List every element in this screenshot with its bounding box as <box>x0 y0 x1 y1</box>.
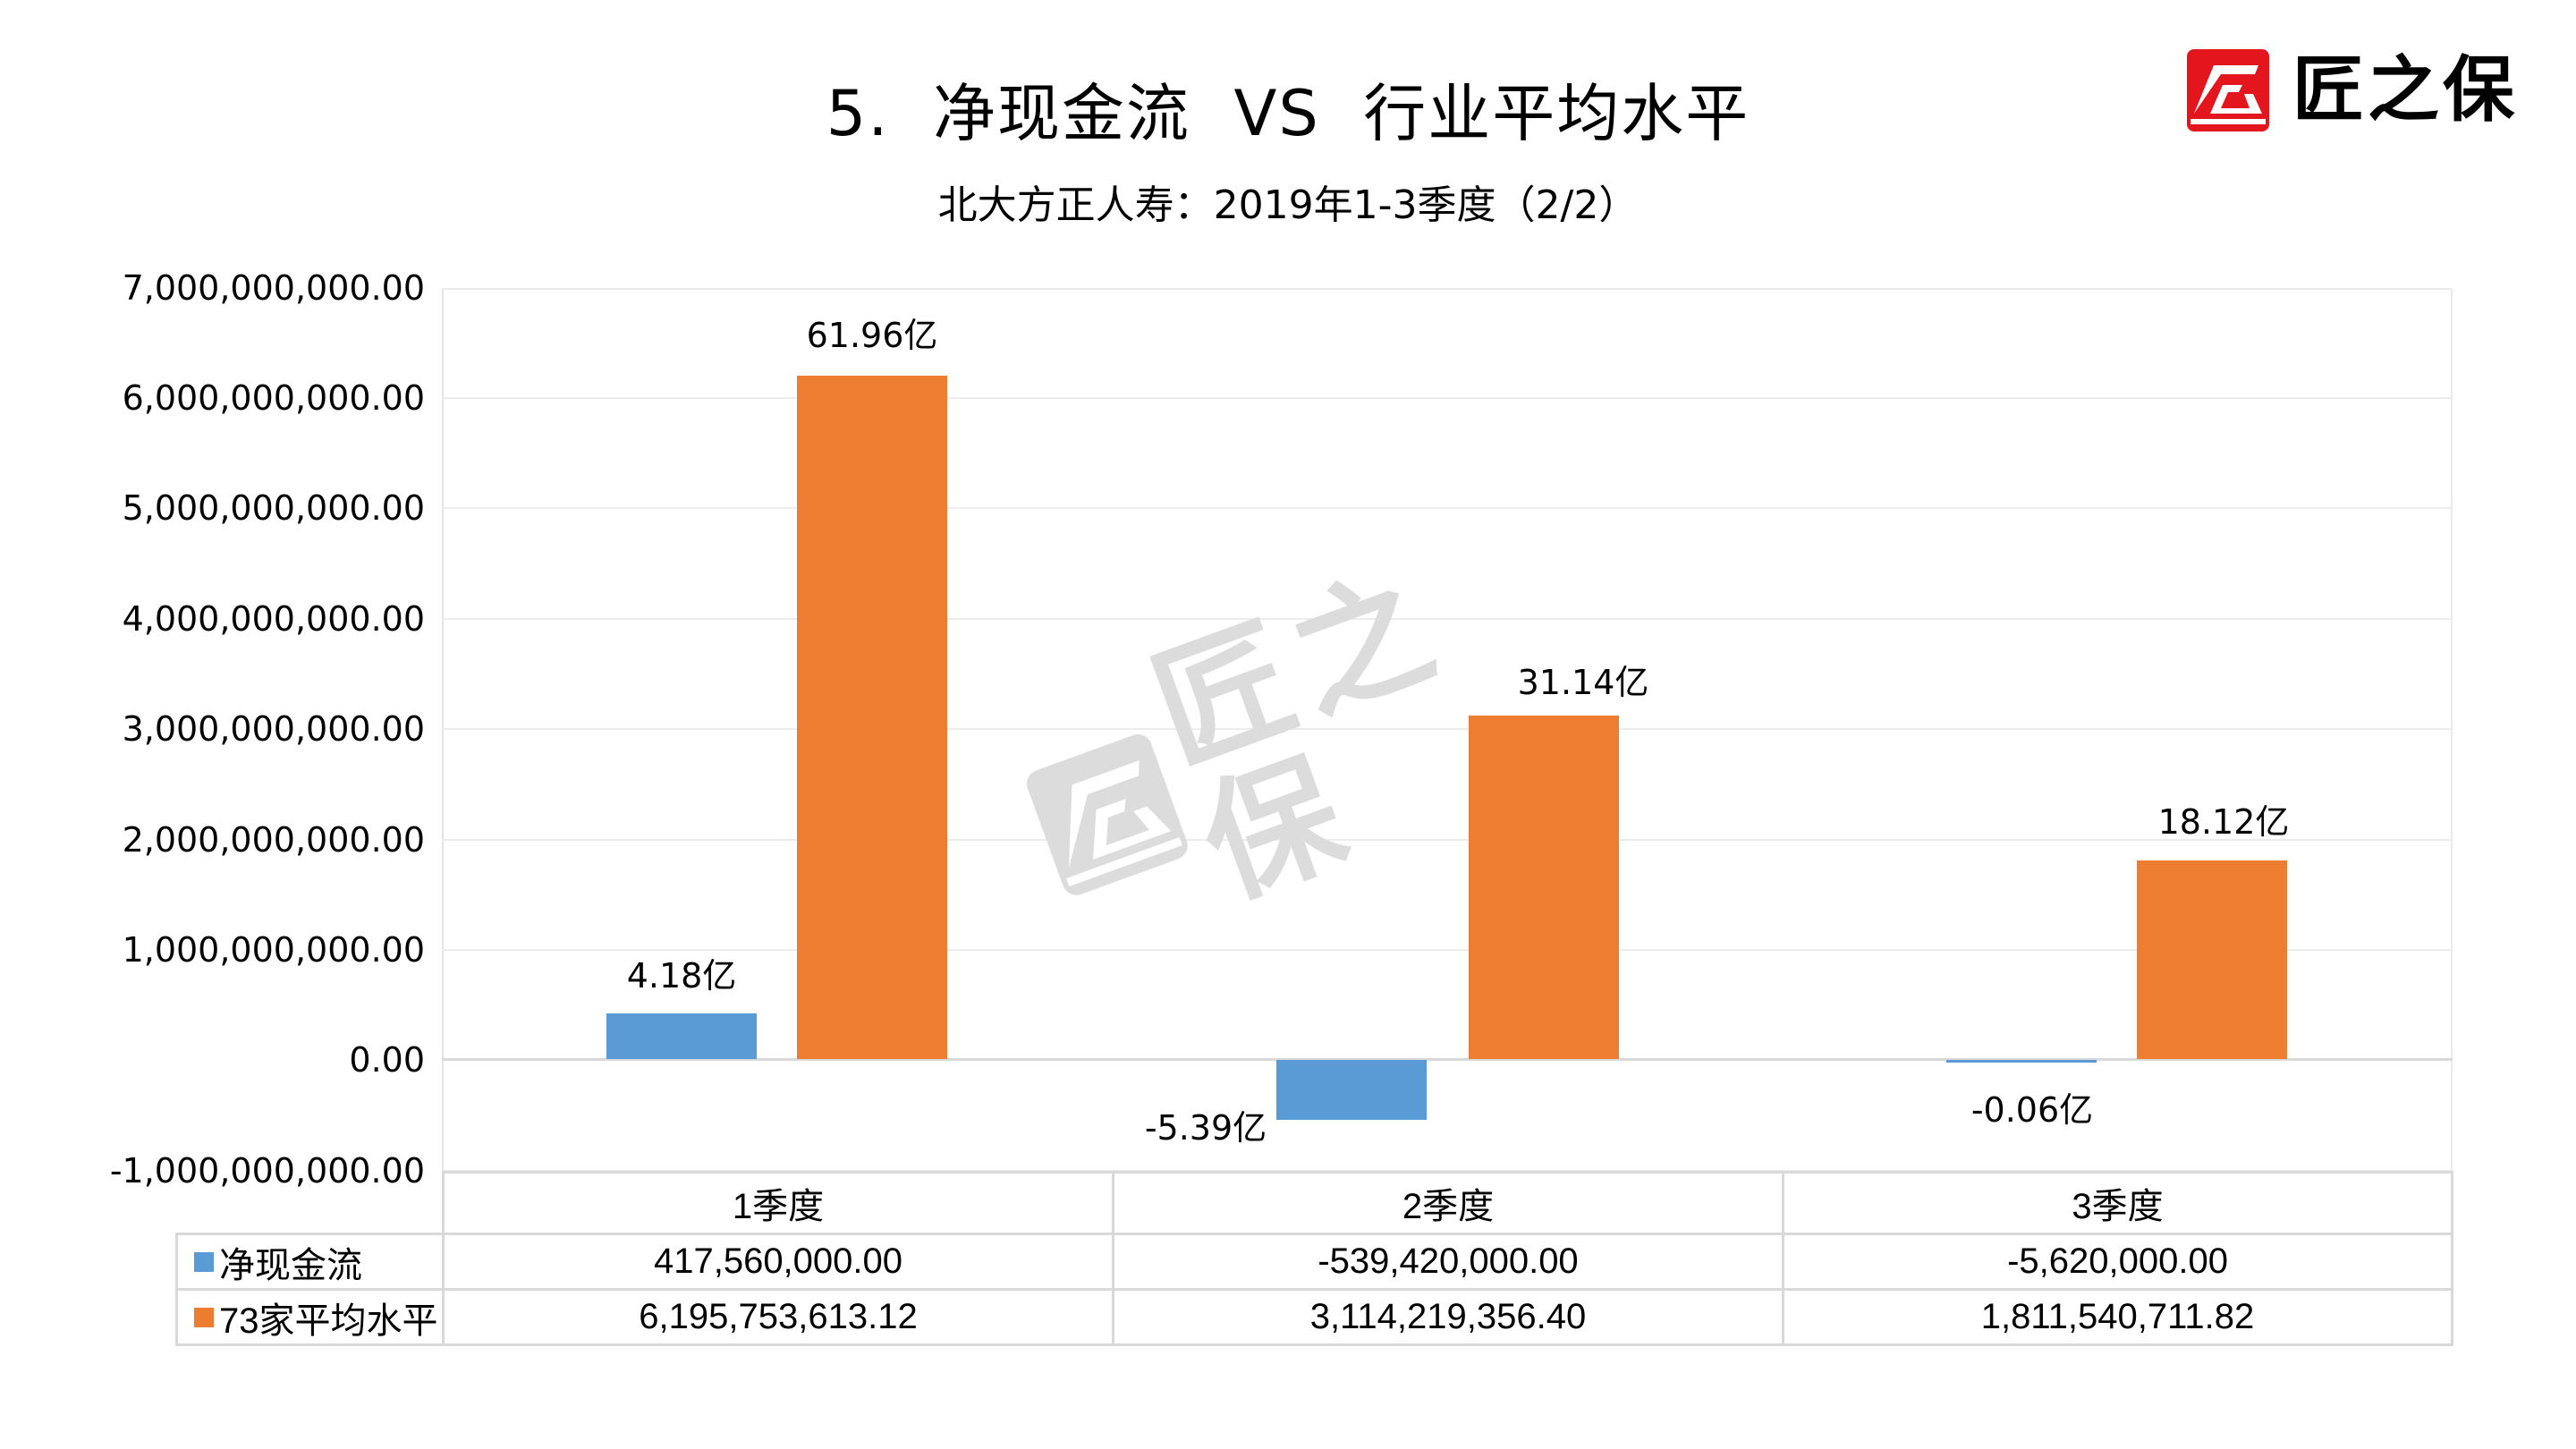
bar-net-cash-flow-q1[interactable] <box>606 1013 757 1059</box>
table-cell: 3,114,219,356.40 <box>1112 1288 1784 1346</box>
bar-net-cash-flow-q2[interactable] <box>1276 1060 1427 1120</box>
data-label: 18.12亿 <box>2157 802 2290 842</box>
y-tick-label: 1,000,000,000.00 <box>122 930 425 970</box>
gridline <box>442 839 2453 841</box>
zero-baseline <box>442 1058 2453 1061</box>
brand-logo: 匠之保 <box>2187 49 2518 131</box>
y-tick-label: 7,000,000,000.00 <box>122 268 425 308</box>
legend-swatch-blue-icon <box>194 1251 214 1272</box>
table-category-q3: 3季度 <box>1782 1171 2453 1235</box>
bar-industry-average-q1[interactable] <box>797 376 947 1059</box>
chart-title: 5. 净现金流 VS 行业平均水平 <box>826 77 1750 150</box>
chart-subtitle: 北大方正人寿：2019年1-3季度（2/2） <box>937 182 1639 228</box>
y-tick-label: 0.00 <box>349 1040 425 1080</box>
table-legend-net-cash-flow: 净现金流 <box>175 1233 445 1291</box>
table-cell: 6,195,753,613.12 <box>442 1288 1114 1346</box>
brand-name: 匠之保 <box>2292 48 2518 131</box>
table-cell: -539,420,000.00 <box>1112 1233 1784 1291</box>
data-label: 61.96亿 <box>806 316 938 355</box>
y-tick-label: 4,000,000,000.00 <box>122 599 425 639</box>
y-tick-label: 5,000,000,000.00 <box>122 488 425 528</box>
bar-industry-average-q3[interactable] <box>2137 860 2287 1059</box>
gridline <box>442 507 2453 509</box>
data-label: 4.18亿 <box>626 956 737 996</box>
y-tick-label: 3,000,000,000.00 <box>122 709 425 749</box>
legend-swatch-orange-icon <box>194 1307 214 1327</box>
table-category-q2: 2季度 <box>1112 1171 1784 1235</box>
data-label: -0.06亿 <box>1970 1090 2094 1130</box>
table-category-q1: 1季度 <box>442 1171 1114 1235</box>
gridline <box>442 397 2453 399</box>
legend-label: 净现金流 <box>219 1245 362 1285</box>
table-cell: -5,620,000.00 <box>1782 1233 2453 1291</box>
brand-mark-icon <box>2187 49 2269 131</box>
table-cell: 417,560,000.00 <box>442 1233 1114 1291</box>
bar-industry-average-q2[interactable] <box>1469 716 1619 1059</box>
y-tick-label: -1,000,000,000.00 <box>109 1151 425 1191</box>
data-label: 31.14亿 <box>1517 663 1649 702</box>
gridline <box>442 618 2453 620</box>
y-tick-label: 6,000,000,000.00 <box>122 378 425 418</box>
table-legend-industry-average: 73家平均水平 <box>175 1288 445 1346</box>
table-cell: 1,811,540,711.82 <box>1782 1288 2453 1346</box>
legend-label: 73家平均水平 <box>219 1301 438 1341</box>
bar-net-cash-flow-q3[interactable] <box>1946 1060 2097 1063</box>
data-label: -5.39亿 <box>1144 1108 1267 1148</box>
gridline <box>442 728 2453 730</box>
gridline <box>442 949 2453 951</box>
y-tick-label: 2,000,000,000.00 <box>122 820 425 860</box>
